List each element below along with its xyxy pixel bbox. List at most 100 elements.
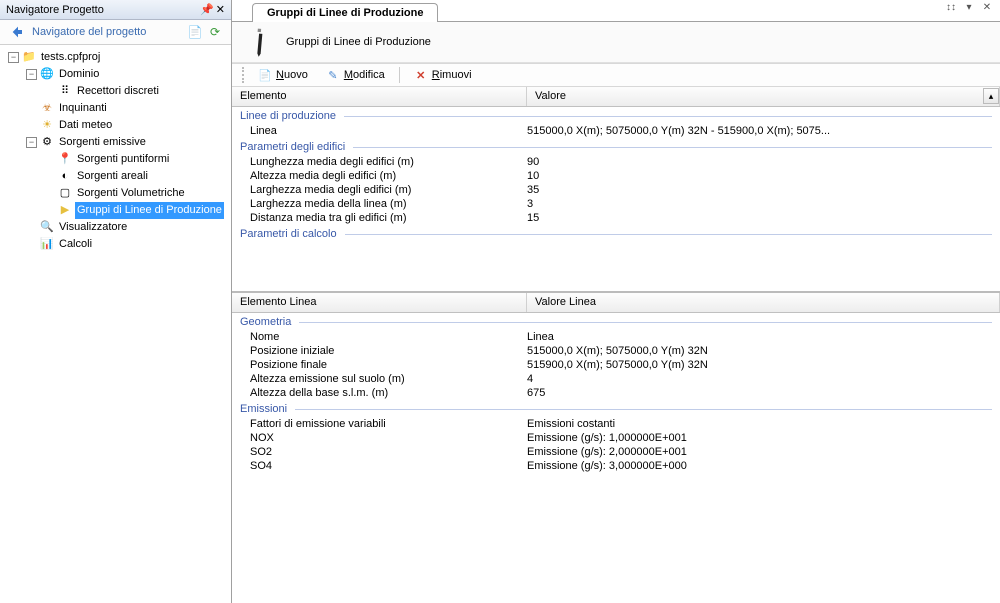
linea-grid: Elemento Linea Valore Linea Geometria No…	[232, 292, 1000, 603]
tree-item-sorgenti[interactable]: Sorgenti emissive	[57, 134, 148, 151]
group-geometria[interactable]: Geometria	[232, 313, 1000, 330]
cell-name: Linea	[232, 125, 527, 137]
tree-item-visualizzatore[interactable]: Visualizzatore	[57, 219, 129, 236]
meteo-icon: ☀	[40, 119, 54, 133]
area-source-icon: ◐	[58, 170, 72, 184]
point-source-icon: 📍	[58, 153, 72, 167]
group-parametri-edifici[interactable]: Parametri degli edifici	[232, 138, 1000, 155]
expand-toggle[interactable]: −	[8, 52, 19, 63]
grid-row[interactable]: SO2 Emissione (g/s): 2,000000E+001	[232, 445, 1000, 459]
toolbar-separator	[399, 67, 400, 83]
cell-name: SO4	[232, 460, 527, 472]
banner-title: Gruppi di Linee di Produzione	[286, 36, 431, 48]
tree-item-inquinanti[interactable]: Inquinanti	[57, 100, 109, 117]
group-linee-produzione[interactable]: Linee di produzione	[232, 107, 1000, 124]
line-group-icon: ▶	[58, 204, 72, 218]
grid-body[interactable]: Linee di produzione Linea 515000,0 X(m);…	[232, 107, 1000, 291]
grid-row[interactable]: NOX Emissione (g/s): 1,000000E+001	[232, 431, 1000, 445]
window-list-icon[interactable]: ↕↕	[944, 2, 958, 13]
viewer-icon: 🔍	[40, 221, 54, 235]
calc-icon: 📊	[40, 238, 54, 252]
sidebar-title: Navigatore Progetto	[6, 4, 104, 16]
new-icon: 📄	[258, 68, 272, 82]
tree-item-volumetriche[interactable]: Sorgenti Volumetriche	[75, 185, 187, 202]
tree-item-meteo[interactable]: Dati meteo	[57, 117, 114, 134]
cell-value: 90	[527, 156, 1000, 168]
grid-body[interactable]: Geometria Nome Linea Posizione iniziale …	[232, 313, 1000, 603]
cell-name: Distanza media tra gli edifici (m)	[232, 212, 527, 224]
cell-name: Posizione iniziale	[232, 345, 527, 357]
col-valore[interactable]: Valore	[527, 87, 1000, 106]
grid-header: Elemento Linea Valore Linea	[232, 293, 1000, 313]
group-label: Emissioni	[240, 403, 287, 415]
group-label: Parametri di calcolo	[240, 228, 337, 240]
tree-root-label[interactable]: tests.cpfproj	[39, 49, 102, 66]
group-label: Parametri degli edifici	[240, 141, 345, 153]
grid-row[interactable]: Larghezza media della linea (m) 3	[232, 197, 1000, 211]
grid-row[interactable]: SO4 Emissione (g/s): 3,000000E+000	[232, 459, 1000, 473]
group-label: Geometria	[240, 316, 291, 328]
tree-item-areali[interactable]: Sorgenti areali	[75, 168, 150, 185]
tree-item-recettori[interactable]: Recettori discreti	[75, 83, 161, 100]
grid-row[interactable]: Altezza della base s.l.m. (m) 675	[232, 386, 1000, 400]
scroll-up-button[interactable]: ▴	[983, 88, 999, 104]
cell-name: Larghezza media degli edifici (m)	[232, 184, 527, 196]
grid-row[interactable]: Fattori di emissione variabili Emissioni…	[232, 417, 1000, 431]
col-elemento-linea[interactable]: Elemento Linea	[232, 293, 527, 312]
volume-source-icon: ▢	[58, 187, 72, 201]
grid-row[interactable]: Altezza media degli edifici (m) 10	[232, 169, 1000, 183]
cell-name: Nome	[232, 331, 527, 343]
grid-row[interactable]: Larghezza media degli edifici (m) 35	[232, 183, 1000, 197]
col-valore-linea[interactable]: Valore Linea	[527, 293, 1000, 312]
remove-icon: ✕	[414, 68, 428, 82]
expand-toggle[interactable]: −	[26, 69, 37, 80]
pollutant-icon: ☣	[40, 102, 54, 116]
close-tab-icon[interactable]: ✕	[980, 2, 994, 13]
cell-name: Posizione finale	[232, 359, 527, 371]
tree-item-puntiformi[interactable]: Sorgenti puntiformi	[75, 151, 171, 168]
group-emissioni[interactable]: Emissioni	[232, 400, 1000, 417]
main-panel: Gruppi di Linee di Produzione ↕↕ ▾ ✕ Gru…	[232, 0, 1000, 603]
tree-item-calcoli[interactable]: Calcoli	[57, 236, 94, 253]
grid-row[interactable]: Altezza emissione sul suolo (m) 4	[232, 372, 1000, 386]
cell-name: NOX	[232, 432, 527, 444]
tab-strip: Gruppi di Linee di Produzione ↕↕ ▾ ✕	[232, 0, 1000, 22]
dropdown-icon[interactable]: ▾	[962, 2, 976, 13]
project-icon: 📁	[22, 51, 36, 65]
grid-row[interactable]: Posizione finale 515900,0 X(m); 5075000,…	[232, 358, 1000, 372]
close-icon[interactable]: ✕	[216, 3, 225, 16]
new-button[interactable]: 📄 NNuovouovo	[254, 67, 312, 83]
back-icon[interactable]	[8, 24, 24, 40]
cell-value: Emissione (g/s): 3,000000E+000	[527, 460, 1000, 472]
grid-row[interactable]: Posizione iniziale 515000,0 X(m); 507500…	[232, 344, 1000, 358]
cell-value: 15	[527, 212, 1000, 224]
sidebar-subheader: Navigatore del progetto 📄 ⟳	[0, 20, 231, 45]
col-elemento[interactable]: Elemento	[232, 87, 527, 106]
grid-row[interactable]: Nome Linea	[232, 330, 1000, 344]
cell-value: 675	[527, 387, 1000, 399]
sidebar-subtitle: Navigatore del progetto	[32, 26, 187, 38]
grid-row[interactable]: Linea 515000,0 X(m); 5075000,0 Y(m) 32N …	[232, 124, 1000, 138]
pin-icon[interactable]: 📌	[200, 3, 214, 16]
cell-value: 10	[527, 170, 1000, 182]
domain-icon: 🌐	[40, 68, 54, 82]
refresh-doc-icon[interactable]: ⟳	[207, 24, 223, 40]
grid-row[interactable]: Distanza media tra gli edifici (m) 15	[232, 211, 1000, 225]
grid-row[interactable]: Lunghezza media degli edifici (m) 90	[232, 155, 1000, 169]
sidebar-header: Navigatore Progetto 📌 ✕	[0, 0, 231, 20]
expand-toggle[interactable]: −	[26, 137, 37, 148]
tree-item-gruppi-linee[interactable]: Gruppi di Linee di Produzione	[75, 202, 224, 219]
cell-name: Lunghezza media degli edifici (m)	[232, 156, 527, 168]
tab-gruppi-linee[interactable]: Gruppi di Linee di Produzione	[252, 3, 438, 22]
receptor-icon: ⠿	[58, 85, 72, 99]
project-tree[interactable]: − 📁 tests.cpfproj − 🌐 Dominio ⠿	[0, 45, 231, 603]
tree-item-dominio[interactable]: Dominio	[57, 66, 101, 83]
group-parametri-calcolo[interactable]: Parametri di calcolo	[232, 225, 1000, 242]
edit-button[interactable]: ✎ Modifica	[322, 67, 389, 83]
sources-icon: ⚙	[40, 136, 54, 150]
remove-button[interactable]: ✕ Rimuovi	[410, 67, 476, 83]
cell-value: Emissione (g/s): 2,000000E+001	[527, 446, 1000, 458]
tab-label: Gruppi di Linee di Produzione	[267, 7, 423, 19]
new-doc-icon[interactable]: 📄	[187, 24, 203, 40]
cell-value: 515000,0 X(m); 5075000,0 Y(m) 32N - 5159…	[527, 125, 1000, 137]
